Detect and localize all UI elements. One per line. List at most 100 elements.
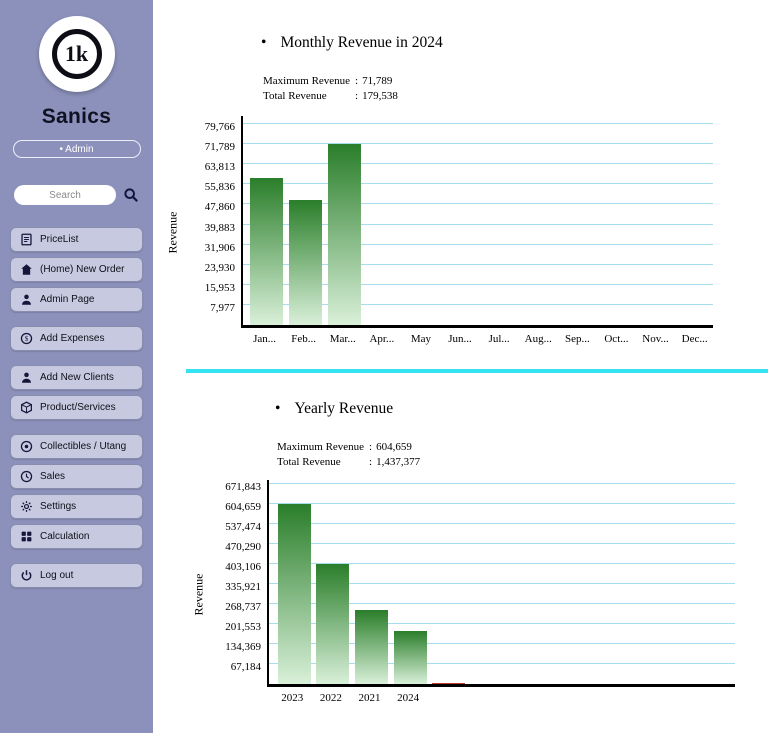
sidebar-item-calculation[interactable]: Calculation: [10, 524, 143, 549]
y-tick-label: 15,953: [204, 281, 235, 294]
chart-title: • Yearly Revenue: [275, 400, 768, 418]
sidebar-item-label: Collectibles / Utang: [40, 441, 127, 452]
sidebar-item-add-new-clients[interactable]: Add New Clients: [10, 365, 143, 390]
sales-icon: [19, 470, 33, 484]
gridline: [243, 223, 713, 225]
bullet-icon: •: [261, 34, 267, 51]
sidebar-item-label: PriceList: [40, 234, 79, 245]
chart-stat: Total Revenue:1,437,377: [277, 456, 421, 468]
x-tick-label: Nov...: [642, 333, 669, 345]
section-divider: [186, 369, 768, 373]
logo: 1k: [38, 16, 115, 92]
x-tick-label: Sep...: [564, 333, 590, 345]
sidebar-menu: PriceList (Home) New Order Admin Page $ Add …: [10, 227, 143, 602]
chart-stat: Maximum Revenue:604,659: [277, 441, 412, 453]
pricelist-icon: [19, 233, 33, 247]
x-axis-labels: 2023 2022 2021 2024: [267, 692, 735, 708]
sidebar-item-add-expenses[interactable]: $ Add Expenses: [10, 326, 143, 351]
y-tick-label: 31,906: [204, 241, 235, 254]
gridline: [243, 283, 713, 285]
gridline: [269, 583, 735, 585]
x-tick-label: Jun...: [448, 333, 472, 345]
menu-group: Add New Clients Product/Services: [10, 365, 143, 420]
plot-area: [267, 480, 735, 687]
y-axis-label: Revenue: [191, 573, 206, 615]
y-axis-ticks: 67,184 134,369 201,553 268,737 335,921 403,10…: [209, 480, 267, 687]
sidebar-item-label: Calculation: [40, 531, 90, 542]
sidebar-item-sales[interactable]: Sales: [10, 464, 143, 489]
bar-feb: [289, 200, 323, 325]
power-icon: [19, 569, 33, 583]
gridline: [269, 643, 735, 644]
y-tick-label: 604,659: [225, 501, 261, 513]
bar-2023: [277, 504, 311, 684]
y-tick-label: 268,737: [225, 601, 261, 614]
home-icon: [19, 263, 33, 277]
plot-wrap: 2023 2022 2021 2024: [267, 480, 735, 708]
y-tick-label: 23,930: [204, 261, 235, 274]
sidebar-item-label: Add Expenses: [40, 333, 105, 344]
y-tick-label: 403,106: [225, 561, 261, 573]
bar-mar: [328, 144, 362, 325]
sidebar-item-label: Sales: [40, 471, 66, 482]
gridline: [243, 163, 713, 165]
chart-stats: Maximum Revenue:71,789 Total Revenue:179,…: [263, 74, 768, 104]
gridline: [269, 563, 735, 564]
search-input[interactable]: [14, 185, 116, 205]
user-icon: [19, 293, 33, 307]
bar-2021: [355, 610, 388, 684]
y-axis-ticks: 7,977 15,953 23,930 31,906 39,883 47,860 55,83…: [183, 116, 241, 328]
sidebar-item-home-new-order[interactable]: (Home) New Order: [10, 257, 143, 282]
chart-title: • Monthly Revenue in 2024: [261, 34, 768, 52]
sidebar-item-settings[interactable]: Settings: [10, 494, 143, 519]
y-tick-label: 335,921: [225, 581, 261, 594]
app-title: Sanics: [41, 105, 112, 128]
product-icon: [19, 401, 33, 415]
y-tick-label: 201,553: [225, 621, 261, 633]
gridline: [243, 123, 713, 124]
sidebar-item-label: Product/Services: [40, 402, 116, 413]
y-tick-label: 63,813: [204, 161, 235, 174]
x-tick-label: Feb...: [291, 333, 317, 345]
gridline: [243, 183, 713, 185]
collectibles-icon: [19, 440, 33, 454]
x-tick-label: Jul...: [488, 333, 510, 345]
sidebar-item-collectibles-utang[interactable]: Collectibles / Utang: [10, 434, 143, 459]
chart-stat: Maximum Revenue:71,789: [263, 75, 393, 87]
plot-wrap: Jan... Feb... Mar... Apr... May Jun... Jul... A…: [241, 116, 713, 349]
monthly-revenue-chart: • Monthly Revenue in 2024 Maximum Revenu…: [153, 0, 768, 349]
x-axis-labels: Jan... Feb... Mar... Apr... May Jun... Jul... A…: [241, 333, 713, 349]
gridline: [269, 523, 735, 525]
sidebar: 1k Sanics • Admin PriceList (Home) New Or…: [0, 0, 153, 733]
bar-extra-4: [432, 682, 466, 684]
sidebar-item-pricelist[interactable]: PriceList: [10, 227, 143, 252]
chart-area: Revenue 7,977 15,953 23,930 31,906 39,883 47,…: [163, 116, 768, 349]
bullet-icon: •: [275, 400, 281, 417]
y-tick-label: 470,290: [225, 541, 261, 554]
menu-group: $ Add Expenses: [10, 326, 143, 351]
sidebar-item-log-out[interactable]: Log out: [10, 563, 143, 588]
chart-title-text: Monthly Revenue in 2024: [280, 34, 443, 51]
sidebar-item-label: Admin Page: [40, 294, 95, 305]
sidebar-item-product-services[interactable]: Product/Services: [10, 395, 143, 420]
gridline: [243, 203, 713, 205]
y-tick-label: 67,184: [230, 661, 261, 674]
search-icon[interactable]: [122, 187, 139, 204]
gridline: [269, 603, 735, 605]
menu-group: PriceList (Home) New Order Admin Page: [10, 227, 143, 312]
y-axis-label: Revenue: [165, 211, 180, 254]
main-content: • Monthly Revenue in 2024 Maximum Revenu…: [153, 0, 768, 733]
gear-icon: [19, 500, 33, 514]
sidebar-item-admin-page[interactable]: Admin Page: [10, 287, 143, 312]
admin-button[interactable]: • Admin: [12, 140, 141, 158]
gridline: [269, 503, 735, 504]
gridline: [243, 263, 713, 265]
plot-area: [241, 116, 713, 328]
bar-2022: [316, 564, 350, 684]
x-tick-label: 2023: [281, 692, 304, 704]
x-tick-label: Mar...: [329, 333, 356, 345]
y-tick-label: 79,766: [204, 121, 235, 133]
x-tick-label: Oct...: [604, 333, 629, 345]
bar-jan: [250, 178, 284, 325]
yearly-revenue-chart: • Yearly Revenue Maximum Revenue:604,659…: [153, 373, 768, 708]
